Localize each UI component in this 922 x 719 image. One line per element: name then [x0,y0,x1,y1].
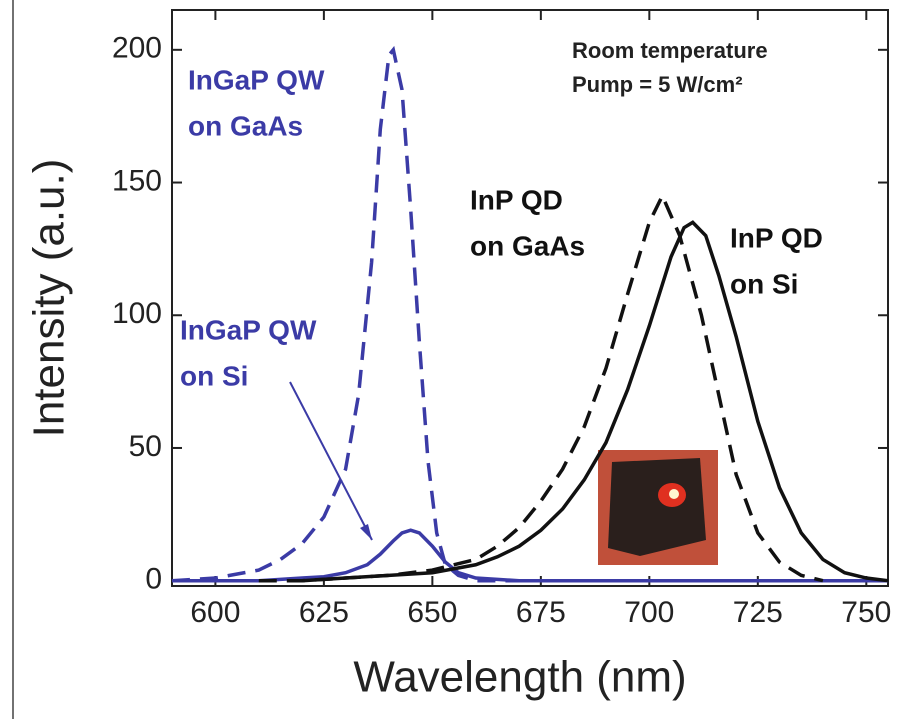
y-axis-label: Intensity (a.u.) [25,159,74,438]
x-tick-label: 600 [190,596,240,629]
arrow [289,381,373,541]
annotation: InP QD [730,222,823,253]
annotation: InGaP QW [180,314,317,345]
y-tick-label: 200 [112,32,162,65]
annotation: InP QD [470,184,563,215]
x-tick-label: 725 [733,596,783,629]
series-line [171,45,888,583]
x-tick-label: 650 [407,596,457,629]
annotation: on GaAs [470,230,585,261]
y-tick-label: 100 [112,297,162,330]
annotation: on GaAs [188,110,303,141]
series-line [302,220,889,583]
annotation: on Si [180,360,248,391]
y-tick-label: 150 [112,164,162,197]
arrow-head [360,524,372,540]
series-line [258,191,824,583]
plot-frame [171,9,889,587]
series-line [172,528,888,583]
y-tick-label: 50 [129,430,162,463]
inset-image [598,450,718,565]
x-tick-label: 675 [516,596,566,629]
x-tick-label: 700 [624,596,674,629]
x-tick-label: 625 [299,596,349,629]
note: Room temperature [572,38,768,63]
annotation: on Si [730,268,798,299]
y-tick-label: 0 [145,563,162,596]
x-tick-label: 750 [841,596,891,629]
note: Pump = 5 W/cm² [572,72,743,97]
x-axis-label: Wavelength (nm) [353,653,686,702]
annotation: InGaP QW [188,64,325,95]
